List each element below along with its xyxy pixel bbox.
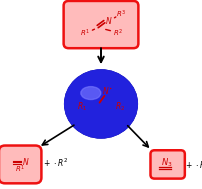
Circle shape: [88, 92, 114, 116]
Text: $N$: $N$: [105, 15, 113, 26]
Circle shape: [83, 87, 119, 121]
Text: $N^{\bullet}$: $N^{\bullet}$: [102, 85, 113, 96]
Text: $R^1$: $R^1$: [80, 27, 90, 39]
Text: $N$: $N$: [21, 156, 29, 167]
Circle shape: [92, 95, 110, 112]
Circle shape: [65, 70, 137, 138]
Circle shape: [90, 94, 112, 114]
Circle shape: [77, 82, 125, 126]
Circle shape: [66, 72, 136, 136]
Text: $R_2$: $R_2$: [115, 101, 125, 113]
FancyBboxPatch shape: [0, 146, 41, 183]
Circle shape: [81, 85, 121, 123]
Circle shape: [86, 90, 116, 118]
Circle shape: [94, 97, 108, 111]
Circle shape: [85, 89, 117, 119]
Circle shape: [97, 101, 105, 107]
Circle shape: [79, 84, 123, 124]
FancyBboxPatch shape: [150, 150, 185, 179]
FancyBboxPatch shape: [64, 1, 138, 48]
Text: $+\ \cdot R^2$: $+\ \cdot R^2$: [43, 156, 68, 169]
Circle shape: [99, 102, 103, 106]
Text: $R_1$: $R_1$: [77, 101, 87, 113]
Circle shape: [76, 80, 126, 128]
Circle shape: [96, 99, 106, 109]
Circle shape: [68, 73, 134, 135]
Text: $R^2$: $R^2$: [113, 28, 123, 39]
Circle shape: [74, 78, 128, 129]
Circle shape: [65, 70, 137, 138]
Text: $R^1$: $R^1$: [15, 163, 25, 175]
Ellipse shape: [81, 87, 101, 100]
Text: $+\ \cdot R^2$: $+\ \cdot R^2$: [185, 158, 202, 171]
Text: $R^3$: $R^3$: [116, 9, 126, 20]
Text: $N_3$: $N_3$: [161, 156, 173, 169]
Circle shape: [70, 75, 132, 133]
Circle shape: [72, 77, 130, 131]
